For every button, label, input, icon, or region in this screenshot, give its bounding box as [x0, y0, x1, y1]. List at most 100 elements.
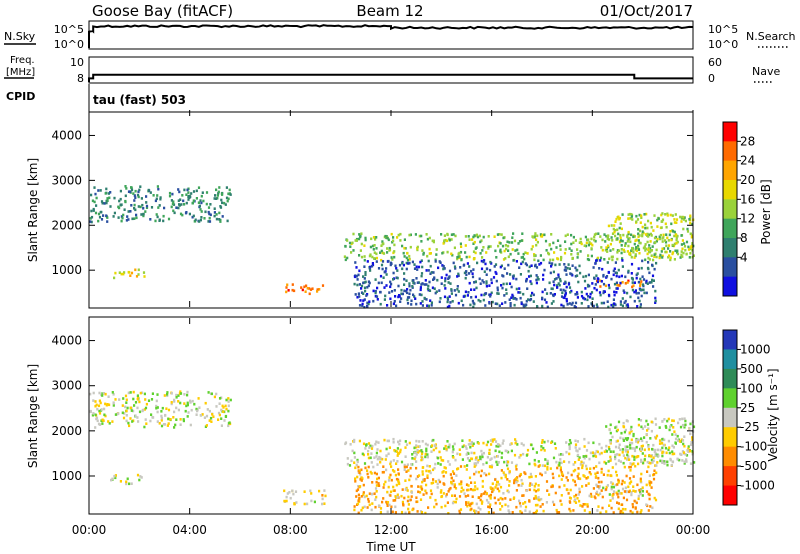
power-cell: [380, 263, 384, 267]
power-cell: [137, 195, 140, 199]
power-cell: [390, 290, 394, 293]
velocity-cell: [643, 458, 646, 461]
power-cell: [438, 300, 441, 304]
power-cell: [649, 232, 652, 236]
power-cell: [183, 203, 186, 206]
power-cell: [554, 263, 557, 267]
velocity-cell: [597, 493, 600, 497]
power-cell: [587, 273, 590, 277]
velocity-cell: [654, 498, 658, 502]
power-cell: [403, 289, 406, 293]
power-cell: [99, 189, 102, 192]
velocity-cell: [467, 501, 470, 504]
velocity-cell: [475, 463, 478, 466]
power-cell: [366, 260, 369, 263]
power-cell: [408, 258, 411, 261]
power-cell: [444, 279, 447, 283]
velocity-cell: [114, 413, 117, 416]
power-cell: [545, 301, 548, 304]
velocity-cell: [522, 452, 525, 456]
power-cell: [624, 242, 627, 245]
velocity-cell: [376, 463, 379, 466]
power-cell: [198, 204, 201, 208]
velocity-cell: [622, 437, 625, 441]
velocity-cell: [424, 442, 427, 446]
velocity-cell: [362, 442, 366, 446]
velocity-cell: [442, 459, 445, 462]
power-cell: [125, 219, 128, 222]
velocity-cell: [600, 480, 603, 484]
nave-tick-bottom: 0: [708, 72, 715, 85]
velocity-cell: [672, 419, 675, 423]
velocity-cell: [474, 511, 477, 514]
velocity-cell: [494, 486, 497, 489]
velocity-cell: [487, 511, 490, 514]
power-cell: [381, 242, 384, 246]
power-cell: [647, 248, 650, 251]
velocity-cell: [622, 496, 625, 500]
power-cell: [374, 289, 377, 293]
power-cell: [528, 298, 531, 302]
velocity-cell: [177, 408, 180, 412]
velocity-cell: [653, 496, 656, 500]
velocity-cell: [386, 501, 390, 504]
velocity-cell: [617, 446, 620, 449]
velocity-cell: [585, 477, 588, 480]
velocity-cell: [693, 461, 696, 464]
power-cell: [382, 276, 385, 279]
power-cell: [414, 233, 417, 236]
power-cell: [582, 296, 585, 300]
velocity-cell: [170, 392, 173, 395]
power-cell: [124, 185, 127, 188]
velocity-cell: [624, 445, 627, 448]
power-cell: [637, 267, 640, 270]
velocity-cell: [677, 439, 680, 442]
power-cell: [549, 258, 552, 262]
velocity-cell: [425, 491, 428, 495]
velocity-cell: [104, 392, 107, 396]
power-cell: [457, 272, 460, 276]
power-cell: [147, 188, 150, 192]
velocity-cell: [466, 457, 470, 460]
velocity-cell: [155, 406, 158, 410]
power-cell: [471, 275, 475, 279]
velocity-cell: [450, 476, 453, 480]
velocity-cell: [576, 449, 579, 453]
power-cell: [106, 197, 109, 200]
power-cell: [674, 233, 677, 237]
velocity-cell: [672, 426, 675, 429]
velocity-cell: [678, 458, 681, 462]
power-cell: [214, 194, 217, 197]
power-cell: [379, 290, 382, 294]
velocity-cell: [440, 489, 443, 492]
power-cell: [595, 259, 598, 262]
velocity-cell: [95, 403, 98, 407]
velocity-cell: [500, 456, 503, 459]
power-cell: [452, 233, 455, 236]
velocity-cell: [519, 510, 522, 513]
power-cell: [440, 282, 443, 285]
velocity-cell: [524, 509, 527, 512]
velocity-cell: [465, 483, 469, 486]
power-cell: [610, 236, 613, 239]
velocity-cell: [568, 500, 571, 503]
velocity-cell: [444, 444, 447, 448]
velocity-cell: [381, 471, 384, 474]
velocity-cell: [674, 437, 678, 441]
power-cell: [650, 234, 653, 237]
velocity-cell: [113, 474, 116, 478]
power-cell: [574, 293, 577, 296]
velocity-cell: [546, 489, 549, 492]
power-cell: [630, 213, 633, 216]
velocity-cell: [134, 414, 137, 417]
velocity-cell: [494, 501, 497, 505]
power-cell: [688, 256, 691, 259]
power-cell: [630, 276, 634, 280]
power-cell: [385, 267, 388, 270]
velocity-cell: [406, 463, 409, 466]
velocity-cell: [648, 474, 651, 477]
velocity-cell: [210, 420, 213, 423]
velocity-cell: [637, 418, 640, 421]
velocity-cell: [420, 458, 423, 462]
velocity-cell: [474, 458, 477, 461]
